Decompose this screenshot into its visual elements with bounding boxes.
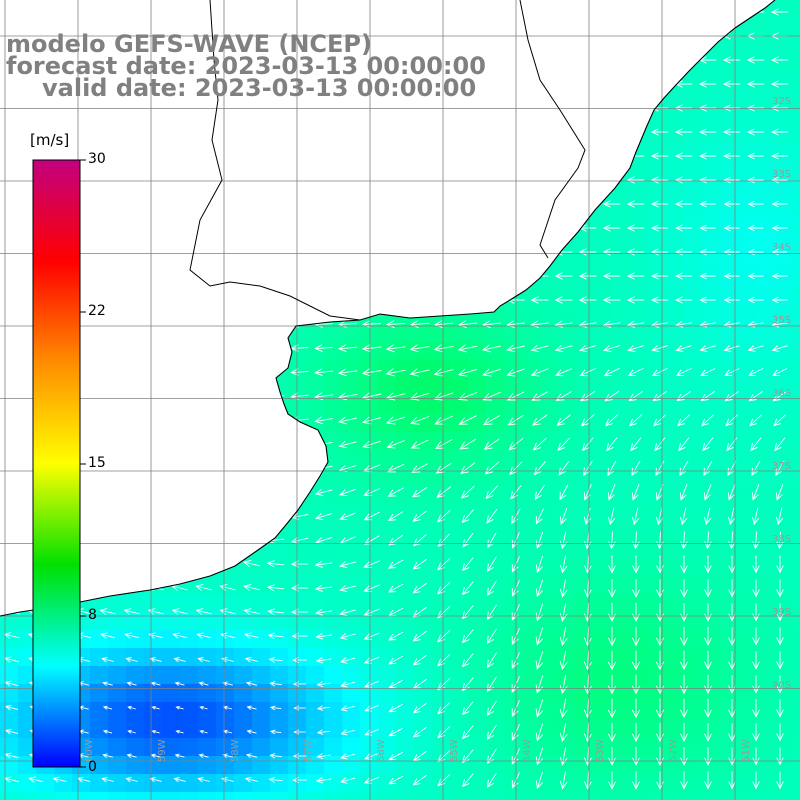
lat-label-34s: 34S bbox=[772, 242, 791, 253]
latitude-labels: 32S 33S 34S 35S 36S 37S 38S 39S 40S bbox=[772, 96, 791, 691]
colorbar-tick-15: 15 bbox=[88, 455, 106, 471]
coastline bbox=[0, 0, 776, 617]
lon-label-54w: 54W bbox=[522, 739, 533, 762]
lon-label-60w: 60W bbox=[84, 739, 95, 762]
forecast-date: forecast date: 2023-03-13 00:00:00 bbox=[6, 52, 486, 80]
lon-label-53w: 53W bbox=[595, 739, 606, 762]
lat-label-38s: 38S bbox=[772, 534, 791, 545]
longitude-labels: 60W59W58W57W56W55W54W53W52W51W50W bbox=[84, 739, 752, 762]
lon-label-57w: 57W bbox=[303, 739, 314, 762]
lon-label-59w: 59W bbox=[157, 739, 168, 762]
colorbar-tick-22: 22 bbox=[88, 303, 106, 319]
colorbar-tick-0: 0 bbox=[88, 759, 97, 775]
lon-label-56w: 56W bbox=[376, 739, 387, 762]
colorbar-unit: [m/s] bbox=[30, 131, 70, 149]
colorbar-gradient bbox=[32, 159, 81, 768]
lon-label-55w: 55W bbox=[449, 739, 460, 762]
lon-label-51w: 51W bbox=[741, 739, 752, 762]
lon-label-52w: 52W bbox=[668, 739, 679, 762]
colorbar bbox=[32, 159, 86, 768]
lat-label-39s: 39S bbox=[772, 607, 791, 618]
lat-label-40s: 40S bbox=[772, 680, 791, 691]
lat-label-36s: 36S bbox=[772, 388, 791, 399]
lat-label-33s: 33S bbox=[772, 169, 791, 180]
map-title: modelo GEFS-WAVE (NCEP) bbox=[6, 30, 372, 58]
colorbar-tick-30: 30 bbox=[88, 151, 106, 167]
lat-label-35s: 35S bbox=[772, 315, 791, 326]
lon-label-58w: 58W bbox=[230, 739, 241, 762]
lat-label-37s: 37S bbox=[772, 461, 791, 472]
lat-label-32s: 32S bbox=[772, 96, 791, 107]
colorbar-tick-8: 8 bbox=[88, 607, 97, 623]
valid-date: valid date: 2023-03-13 00:00:00 bbox=[42, 74, 477, 102]
